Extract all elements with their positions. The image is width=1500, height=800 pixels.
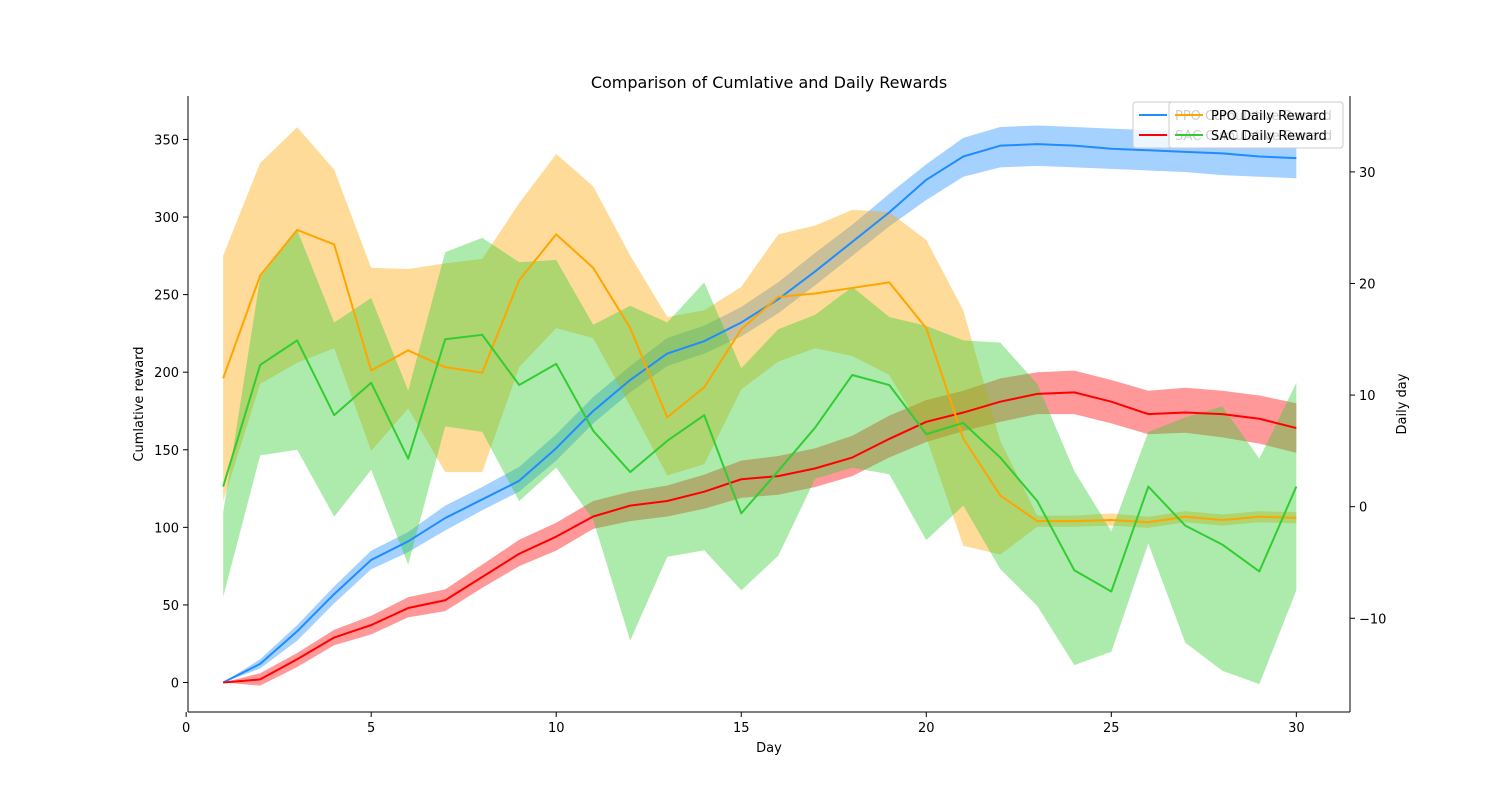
y-right-tick-label: 20: [1359, 277, 1376, 292]
y-right-tick-label: 0: [1359, 501, 1367, 516]
y-right-tick-label: 30: [1359, 166, 1376, 181]
confidence-bands: [223, 125, 1297, 686]
sac-cumulative-reward-line: [223, 391, 1297, 684]
x-axis-ticks: 0 5 10 15 20 25 30: [182, 712, 1305, 736]
y-left-tick-label: 250: [154, 289, 179, 304]
y-axis-right-label: Daily day: [1395, 373, 1410, 434]
x-tick-label: 20: [918, 721, 935, 736]
ppo-daily-reward-line: [222, 228, 1297, 524]
y-left-tick-label: 100: [154, 521, 179, 536]
x-tick-label: 15: [733, 721, 750, 736]
y-right-tick-label: −10: [1359, 612, 1386, 627]
x-tick-label: 5: [367, 721, 375, 736]
y-left-tick-label: 200: [154, 366, 179, 381]
sac-cumulative-reward-band: [223, 370, 1297, 686]
legend-label: SAC Daily Reward: [1211, 129, 1327, 144]
y-left-tick-label: 50: [162, 599, 179, 614]
x-tick-label: 30: [1288, 721, 1305, 736]
axes-frame: [187, 96, 1351, 713]
sac-daily-reward-band: [223, 229, 1297, 685]
y-axis-left-ticks: 0 50 100 150 200 250 300 350: [154, 133, 188, 692]
legend-daily: PPO Daily Reward SAC Daily Reward: [1168, 101, 1344, 149]
y-left-tick-label: 0: [171, 677, 179, 692]
y-axis-right-ticks: −10 0 10 20 30: [1350, 166, 1386, 627]
y-left-tick-label: 150: [154, 444, 179, 459]
chart-title: Comparison of Cumlative and Daily Reward…: [591, 73, 947, 92]
y-right-tick-label: 10: [1359, 389, 1376, 404]
x-tick-label: 0: [182, 721, 190, 736]
y-left-tick-label: 350: [154, 133, 179, 148]
x-tick-label: 10: [548, 721, 565, 736]
y-left-tick-label: 300: [154, 211, 179, 226]
sac-daily-reward-line: [222, 333, 1298, 593]
y-axis-left-label: Cumlative reward: [132, 346, 147, 461]
series-lines: [222, 143, 1298, 684]
ppo-cumulative-reward-line: [222, 143, 1297, 684]
legend-box: [1168, 101, 1344, 149]
legend-label: PPO Daily Reward: [1211, 109, 1326, 124]
ppo-daily-reward-band: [223, 127, 1297, 555]
x-axis-label: Day: [756, 741, 782, 756]
x-tick-label: 25: [1103, 721, 1120, 736]
